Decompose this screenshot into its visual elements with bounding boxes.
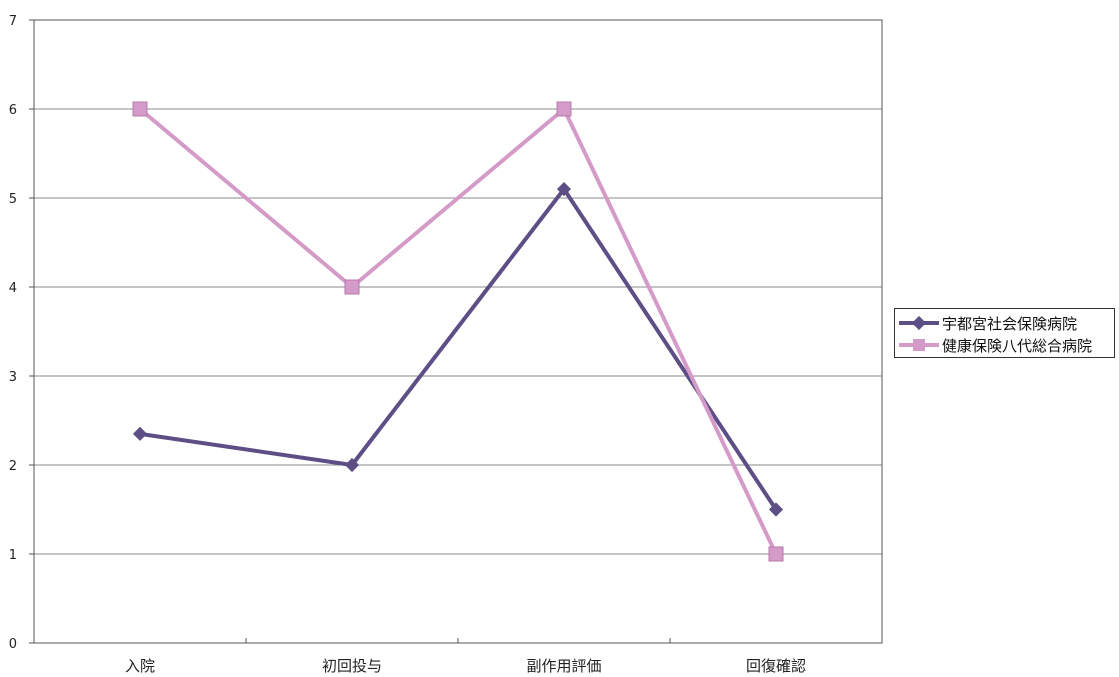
series-2-point <box>344 279 360 295</box>
series-2-point <box>768 546 784 562</box>
x-tick-label: 副作用評価 <box>526 657 601 675</box>
y-tick-label: 3 <box>9 370 17 385</box>
series-1-point <box>344 457 360 473</box>
x-tick-label: 回復確認 <box>746 657 806 675</box>
legend: 宇都宮社会保険病院 健康保険八代総合病院 <box>894 308 1115 358</box>
series-1-point <box>768 502 784 517</box>
legend-item-series-2: 健康保険八代総合病院 <box>899 334 1092 356</box>
legend-label-series-1: 宇都宮社会保険病院 <box>942 314 1078 333</box>
series-1 <box>132 182 784 517</box>
y-tick-label: 2 <box>9 459 17 474</box>
legend-label-series-2: 健康保険八代総合病院 <box>942 336 1093 355</box>
y-tick-label: 5 <box>9 192 17 207</box>
series-2-point <box>132 101 148 117</box>
grid-lines <box>34 108 882 555</box>
x-tick-label: 入院 <box>125 657 155 675</box>
series-2 <box>132 101 784 562</box>
plot-area-border <box>33 19 883 644</box>
y-tick-label: 1 <box>9 548 17 563</box>
series-1-line <box>139 187 778 511</box>
axes: 0 1 2 3 4 5 6 7 入院 初回投与 副作用評価 回復確認 <box>9 14 883 675</box>
legend-swatch-series-1 <box>899 316 939 330</box>
y-tick-label: 6 <box>9 103 17 118</box>
series-1-point <box>556 182 572 197</box>
y-tick-label: 4 <box>9 281 17 296</box>
y-tick-label: 0 <box>9 637 17 652</box>
x-tick-label: 初回投与 <box>322 657 382 675</box>
series-2-point <box>556 101 572 117</box>
series-layer <box>132 101 784 562</box>
series-1-point <box>132 426 148 441</box>
series-2-line <box>138 107 778 555</box>
legend-item-series-1: 宇都宮社会保険病院 <box>899 312 1077 334</box>
legend-swatch-series-2 <box>899 339 939 351</box>
y-tick-label: 7 <box>9 14 17 29</box>
